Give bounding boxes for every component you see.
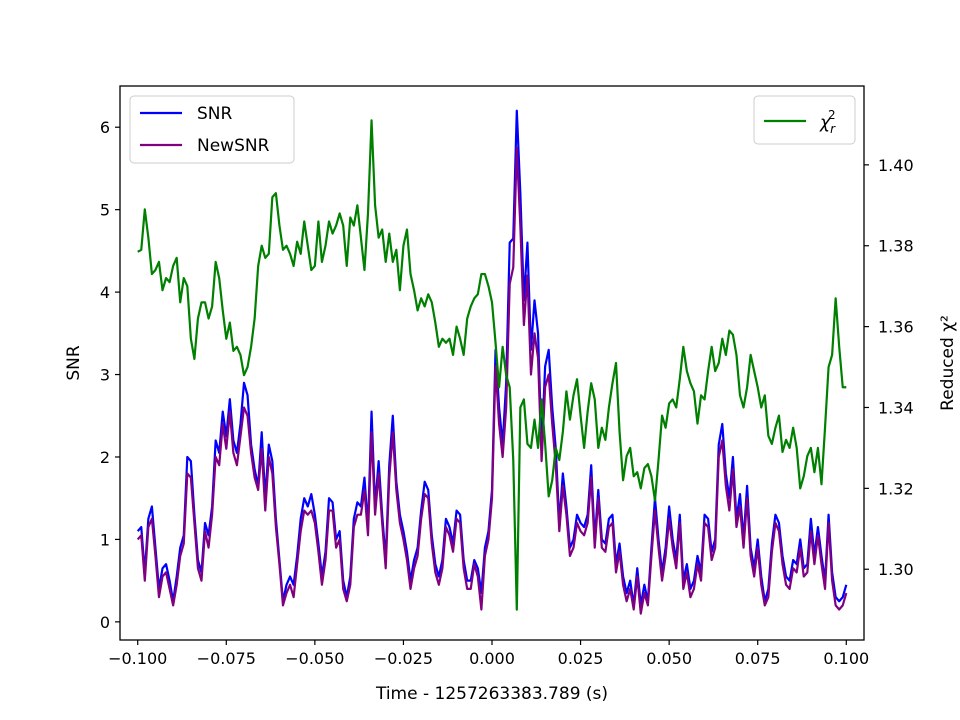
y2-tick-label: 1.40 — [878, 156, 914, 175]
y-tick-label: 0 — [100, 613, 110, 632]
x-tick-label: −0.050 — [285, 649, 344, 668]
y-axis-label: SNR — [64, 345, 84, 381]
x-tick-label: 0.075 — [735, 649, 781, 668]
y-tick-label: 5 — [100, 201, 110, 220]
y-axis-ticks: 0 1 2 3 4 5 6 — [100, 118, 120, 632]
y-tick-label: 2 — [100, 448, 110, 467]
series-line-snr — [136, 109, 848, 607]
legend-label-snr: SNR — [197, 104, 233, 124]
legend-label-newsnr: NewSNR — [197, 136, 270, 156]
x-tick-label: −0.025 — [374, 649, 433, 668]
y-tick-label: 4 — [100, 283, 110, 302]
y2-tick-label: 1.32 — [878, 479, 914, 498]
y2-tick-label: 1.36 — [878, 318, 914, 337]
legend-label-chi2: χr2 — [819, 108, 836, 136]
x-axis-label: Time - 1257263383.789 (s) — [375, 684, 608, 704]
y2-tick-label: 1.34 — [878, 398, 914, 417]
x-tick-label: −0.075 — [197, 649, 256, 668]
y2-tick-label: 1.38 — [878, 237, 914, 256]
x-tick-label: 0.050 — [646, 649, 692, 668]
x-tick-label: 0.100 — [823, 649, 869, 668]
y-tick-label: 1 — [100, 530, 110, 549]
y2-axis-ticks: 1.30 1.32 1.34 1.36 1.38 1.40 — [864, 156, 914, 579]
y-tick-label: 3 — [100, 366, 110, 385]
x-tick-label: −0.100 — [108, 649, 167, 668]
series-layer — [136, 109, 848, 615]
series-line-newsnr — [136, 146, 848, 615]
legend-left: SNR NewSNR — [129, 95, 295, 164]
y2-tick-label: 1.30 — [878, 560, 914, 579]
series-line-chi2 — [137, 119, 847, 611]
x-axis-ticks: −0.100 −0.075 −0.050 −0.025 0.000 0.025 0.050 0… — [108, 640, 869, 668]
x-tick-label: 0.025 — [558, 649, 604, 668]
x-tick-label: 0.000 — [469, 649, 515, 668]
legend-right: χr2 — [753, 95, 856, 145]
y-tick-label: 6 — [100, 118, 110, 137]
y2-axis-label: Reduced χ² — [938, 315, 958, 411]
